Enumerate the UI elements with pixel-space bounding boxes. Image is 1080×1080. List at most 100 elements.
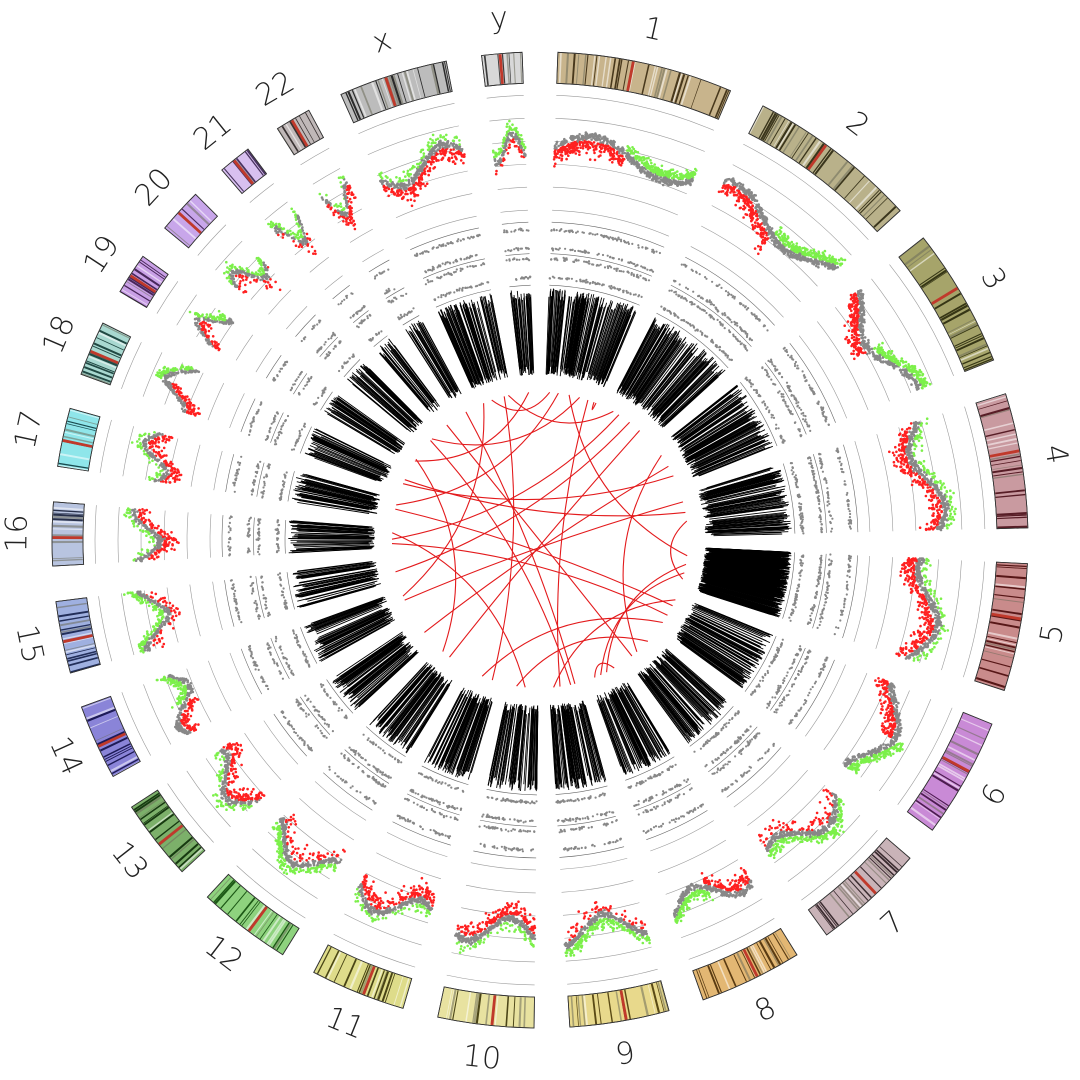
cn-point	[908, 576, 912, 580]
cn-point	[936, 606, 940, 609]
cn-point	[852, 762, 856, 765]
cn-point	[782, 826, 785, 829]
cn-chr-4	[854, 406, 986, 532]
cn-point	[583, 141, 587, 144]
cn-point	[771, 235, 775, 239]
cn-point	[852, 349, 855, 353]
chr-13-band	[179, 848, 203, 870]
cn-point	[852, 758, 856, 761]
chr-20-band	[172, 218, 197, 240]
cn-point	[738, 206, 742, 210]
chr-11-band	[356, 964, 369, 993]
chr-15-band	[66, 647, 96, 656]
cn-point	[866, 345, 870, 348]
cn-point	[916, 464, 919, 468]
chr-5-band	[994, 593, 1024, 599]
cn-point	[940, 626, 943, 630]
cn-point	[933, 633, 937, 637]
cn-point	[918, 526, 922, 529]
cn-point	[855, 303, 859, 307]
cn-point	[675, 174, 678, 177]
cn-point	[835, 261, 839, 265]
cn-point	[930, 650, 933, 653]
cn-point	[935, 599, 939, 603]
cn-point	[881, 341, 884, 345]
chr-15-band	[62, 632, 93, 640]
cn-point	[918, 637, 922, 640]
cn-point	[893, 360, 896, 364]
cn-point	[740, 194, 743, 197]
cn-point	[904, 445, 907, 449]
cn-point	[909, 465, 913, 469]
cn-point	[852, 755, 855, 758]
cn-point	[891, 746, 894, 749]
chr-6-band	[941, 759, 968, 775]
cn-point	[854, 768, 857, 771]
cn-point	[761, 217, 765, 221]
chr-label-22: 22	[250, 64, 301, 114]
cn-point	[744, 213, 747, 216]
chr-13-band	[149, 813, 175, 833]
cn-point	[929, 564, 932, 567]
cn-point	[892, 722, 896, 726]
chr-1-band	[674, 74, 686, 104]
cn-point	[910, 590, 913, 593]
cn-point	[927, 480, 930, 484]
cn-point	[899, 744, 903, 748]
cn-point	[912, 565, 915, 568]
cn-point	[930, 498, 934, 502]
cn-point	[739, 182, 743, 186]
chr-12-outline	[206, 873, 300, 956]
cn-point	[639, 171, 643, 174]
cn-point	[747, 193, 751, 197]
cn-point	[785, 841, 789, 844]
chr-9-band	[650, 983, 661, 1013]
chr-7-centromere	[854, 870, 877, 895]
cn-point	[814, 816, 818, 820]
ideogram-chr-x	[340, 60, 453, 124]
chr-8-band	[709, 964, 722, 993]
chr-label-9: 9	[613, 1035, 638, 1073]
cn-point	[650, 166, 654, 169]
chr-10-band	[449, 989, 457, 1020]
cn-point	[920, 436, 923, 440]
cn-point	[775, 832, 778, 836]
cn-point	[817, 254, 820, 258]
chr-3-band	[956, 337, 985, 352]
cn-point	[874, 679, 877, 682]
cn-point	[647, 165, 651, 169]
cn-point	[919, 634, 922, 637]
cn-point	[660, 164, 664, 168]
cn-point	[574, 152, 578, 155]
cn-point	[627, 156, 630, 159]
cn-point	[830, 803, 834, 807]
cn-point	[763, 223, 766, 226]
cn-point	[581, 138, 585, 141]
chr-3-band	[904, 245, 930, 266]
cn-point	[912, 571, 915, 575]
ideogram-chr-19	[119, 255, 169, 308]
cn-point	[645, 157, 649, 160]
cn-point	[603, 150, 606, 153]
cn-point	[923, 607, 927, 610]
chr-8-band	[756, 942, 772, 970]
cn-point	[929, 590, 932, 593]
cn-point	[821, 257, 825, 261]
cn-point	[606, 148, 610, 151]
cn-point	[842, 830, 845, 834]
cn-point	[904, 360, 908, 364]
chr-5-band	[995, 583, 1026, 589]
cn-point	[661, 183, 665, 187]
chr-5-band	[993, 598, 1024, 603]
cn-point	[926, 483, 929, 487]
chr-6-band	[915, 799, 942, 819]
chr-17-band	[64, 431, 94, 440]
cn-point	[898, 742, 902, 745]
cn-point	[916, 574, 920, 578]
cn-point	[654, 177, 658, 180]
chr-17-band	[58, 462, 89, 469]
chr-12-band	[272, 922, 290, 949]
cn-point	[778, 236, 782, 239]
chr-2-band	[758, 111, 774, 139]
